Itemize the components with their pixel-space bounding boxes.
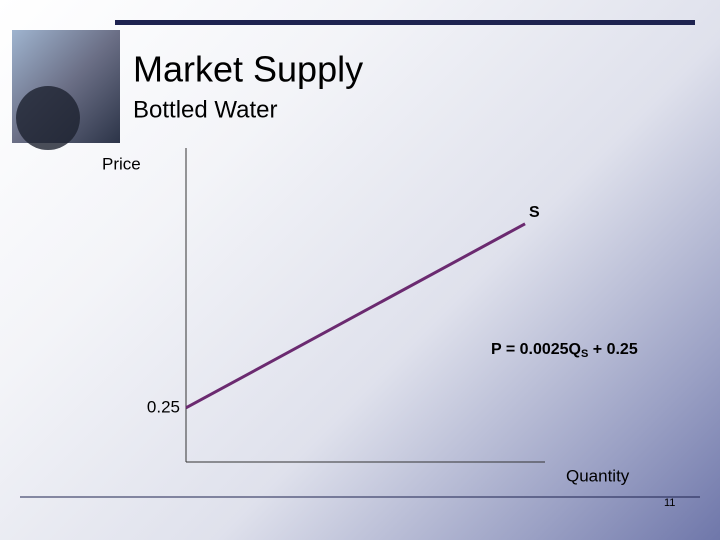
globe [16,86,80,150]
equation-subscript: S [581,348,588,360]
slide-subtitle: Bottled Water [133,96,278,123]
supply-curve [185,222,526,410]
curve-label: S [529,204,540,221]
y-axis-label: Price [102,154,141,173]
page-number: 11 [664,497,675,509]
equation: P = 0.0025QS + 0.25 [491,341,638,360]
y-tick-label: 0.25 [147,397,180,416]
x-axis-label: Quantity [566,466,630,485]
equation-left: P = 0.0025Q [491,341,581,358]
equation-right: + 0.25 [588,341,637,358]
slide-title: Market Supply [133,49,363,90]
top-rule [115,20,695,25]
